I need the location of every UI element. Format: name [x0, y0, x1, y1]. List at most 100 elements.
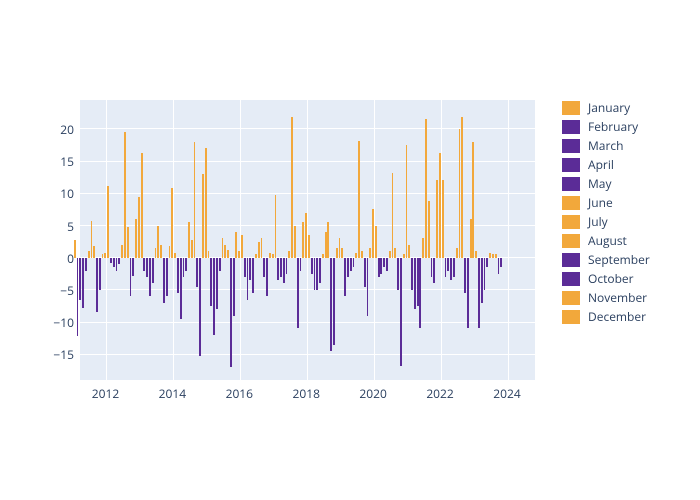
bar	[308, 235, 310, 258]
legend-item[interactable]: March	[560, 136, 650, 155]
bar	[85, 258, 87, 271]
bar	[146, 258, 148, 277]
legend-item[interactable]: October	[560, 269, 650, 288]
bar	[353, 258, 355, 268]
bar	[74, 240, 76, 258]
bar	[185, 258, 187, 271]
legend-label: August	[588, 232, 627, 249]
bar	[247, 258, 249, 300]
bar	[297, 258, 299, 329]
legend-label: December	[588, 308, 646, 325]
bar	[118, 258, 120, 264]
bar	[300, 258, 302, 271]
legend-label: October	[588, 270, 634, 287]
bar	[222, 238, 224, 257]
x-tick-label: 2012	[92, 385, 119, 402]
bar	[325, 232, 327, 258]
bar	[459, 129, 461, 258]
bar	[428, 201, 430, 258]
bar	[389, 251, 391, 257]
bar	[277, 258, 279, 281]
bar	[213, 258, 215, 335]
legend-item[interactable]: July	[560, 212, 650, 231]
bar	[104, 253, 106, 258]
bar	[498, 258, 500, 274]
bar	[177, 258, 179, 293]
bar	[110, 258, 112, 263]
bar	[93, 246, 95, 258]
bar	[255, 254, 257, 257]
y-tick-label: −15	[53, 346, 74, 363]
bar	[433, 258, 435, 284]
bar	[249, 258, 251, 281]
legend-label: September	[588, 251, 650, 268]
bar	[82, 258, 84, 308]
bar	[431, 258, 433, 277]
legend-item[interactable]: September	[560, 250, 650, 269]
bar	[91, 221, 93, 258]
bar	[461, 117, 463, 257]
bar	[475, 251, 477, 257]
bar	[358, 141, 360, 258]
x-tick-label: 2014	[159, 385, 186, 402]
bar	[369, 248, 371, 258]
legend-swatch	[562, 120, 580, 134]
bar	[88, 251, 90, 257]
legend-item[interactable]: February	[560, 117, 650, 136]
bar	[77, 258, 79, 337]
bar	[96, 258, 98, 313]
legend-item[interactable]: November	[560, 288, 650, 307]
bar	[183, 258, 185, 277]
bar	[79, 258, 81, 300]
bar	[219, 258, 221, 271]
plot-area	[80, 100, 535, 380]
bar	[472, 142, 474, 258]
legend-swatch	[562, 215, 580, 229]
bar	[445, 258, 447, 277]
bar	[361, 251, 363, 257]
bar	[263, 258, 265, 277]
legend-item[interactable]: May	[560, 174, 650, 193]
legend-swatch	[562, 177, 580, 191]
bar	[99, 258, 101, 290]
bar	[344, 258, 346, 297]
legend-item[interactable]: December	[560, 307, 650, 326]
bar	[336, 248, 338, 258]
bar	[311, 258, 313, 274]
legend-item[interactable]: April	[560, 155, 650, 174]
bar	[386, 258, 388, 271]
bar	[355, 253, 357, 258]
bar	[163, 258, 165, 303]
bar	[314, 258, 316, 290]
legend-item[interactable]: January	[560, 98, 650, 117]
bar	[205, 148, 207, 257]
bar	[157, 226, 159, 258]
y-tick-label: 10	[60, 185, 74, 202]
bar	[280, 258, 282, 277]
legend: JanuaryFebruaryMarchAprilMayJuneJulyAugu…	[560, 98, 650, 326]
legend-label: June	[588, 194, 613, 211]
bar	[489, 253, 491, 258]
bar	[138, 197, 140, 258]
bar	[453, 258, 455, 277]
bar	[241, 235, 243, 258]
bar	[174, 253, 176, 258]
bar	[121, 245, 123, 258]
bar	[422, 238, 424, 257]
bar	[202, 174, 204, 258]
legend-label: November	[588, 289, 647, 306]
bar	[414, 258, 416, 309]
bar	[450, 258, 452, 281]
bar	[194, 142, 196, 258]
legend-item[interactable]: June	[560, 193, 650, 212]
bar	[467, 258, 469, 329]
x-tick-label: 2018	[293, 385, 320, 402]
x-tick-label: 2020	[359, 385, 386, 402]
bar	[456, 248, 458, 258]
bar	[132, 258, 134, 276]
legend-item[interactable]: August	[560, 231, 650, 250]
bar	[442, 180, 444, 257]
bar	[394, 248, 396, 258]
bar	[406, 145, 408, 258]
bar	[447, 258, 449, 271]
